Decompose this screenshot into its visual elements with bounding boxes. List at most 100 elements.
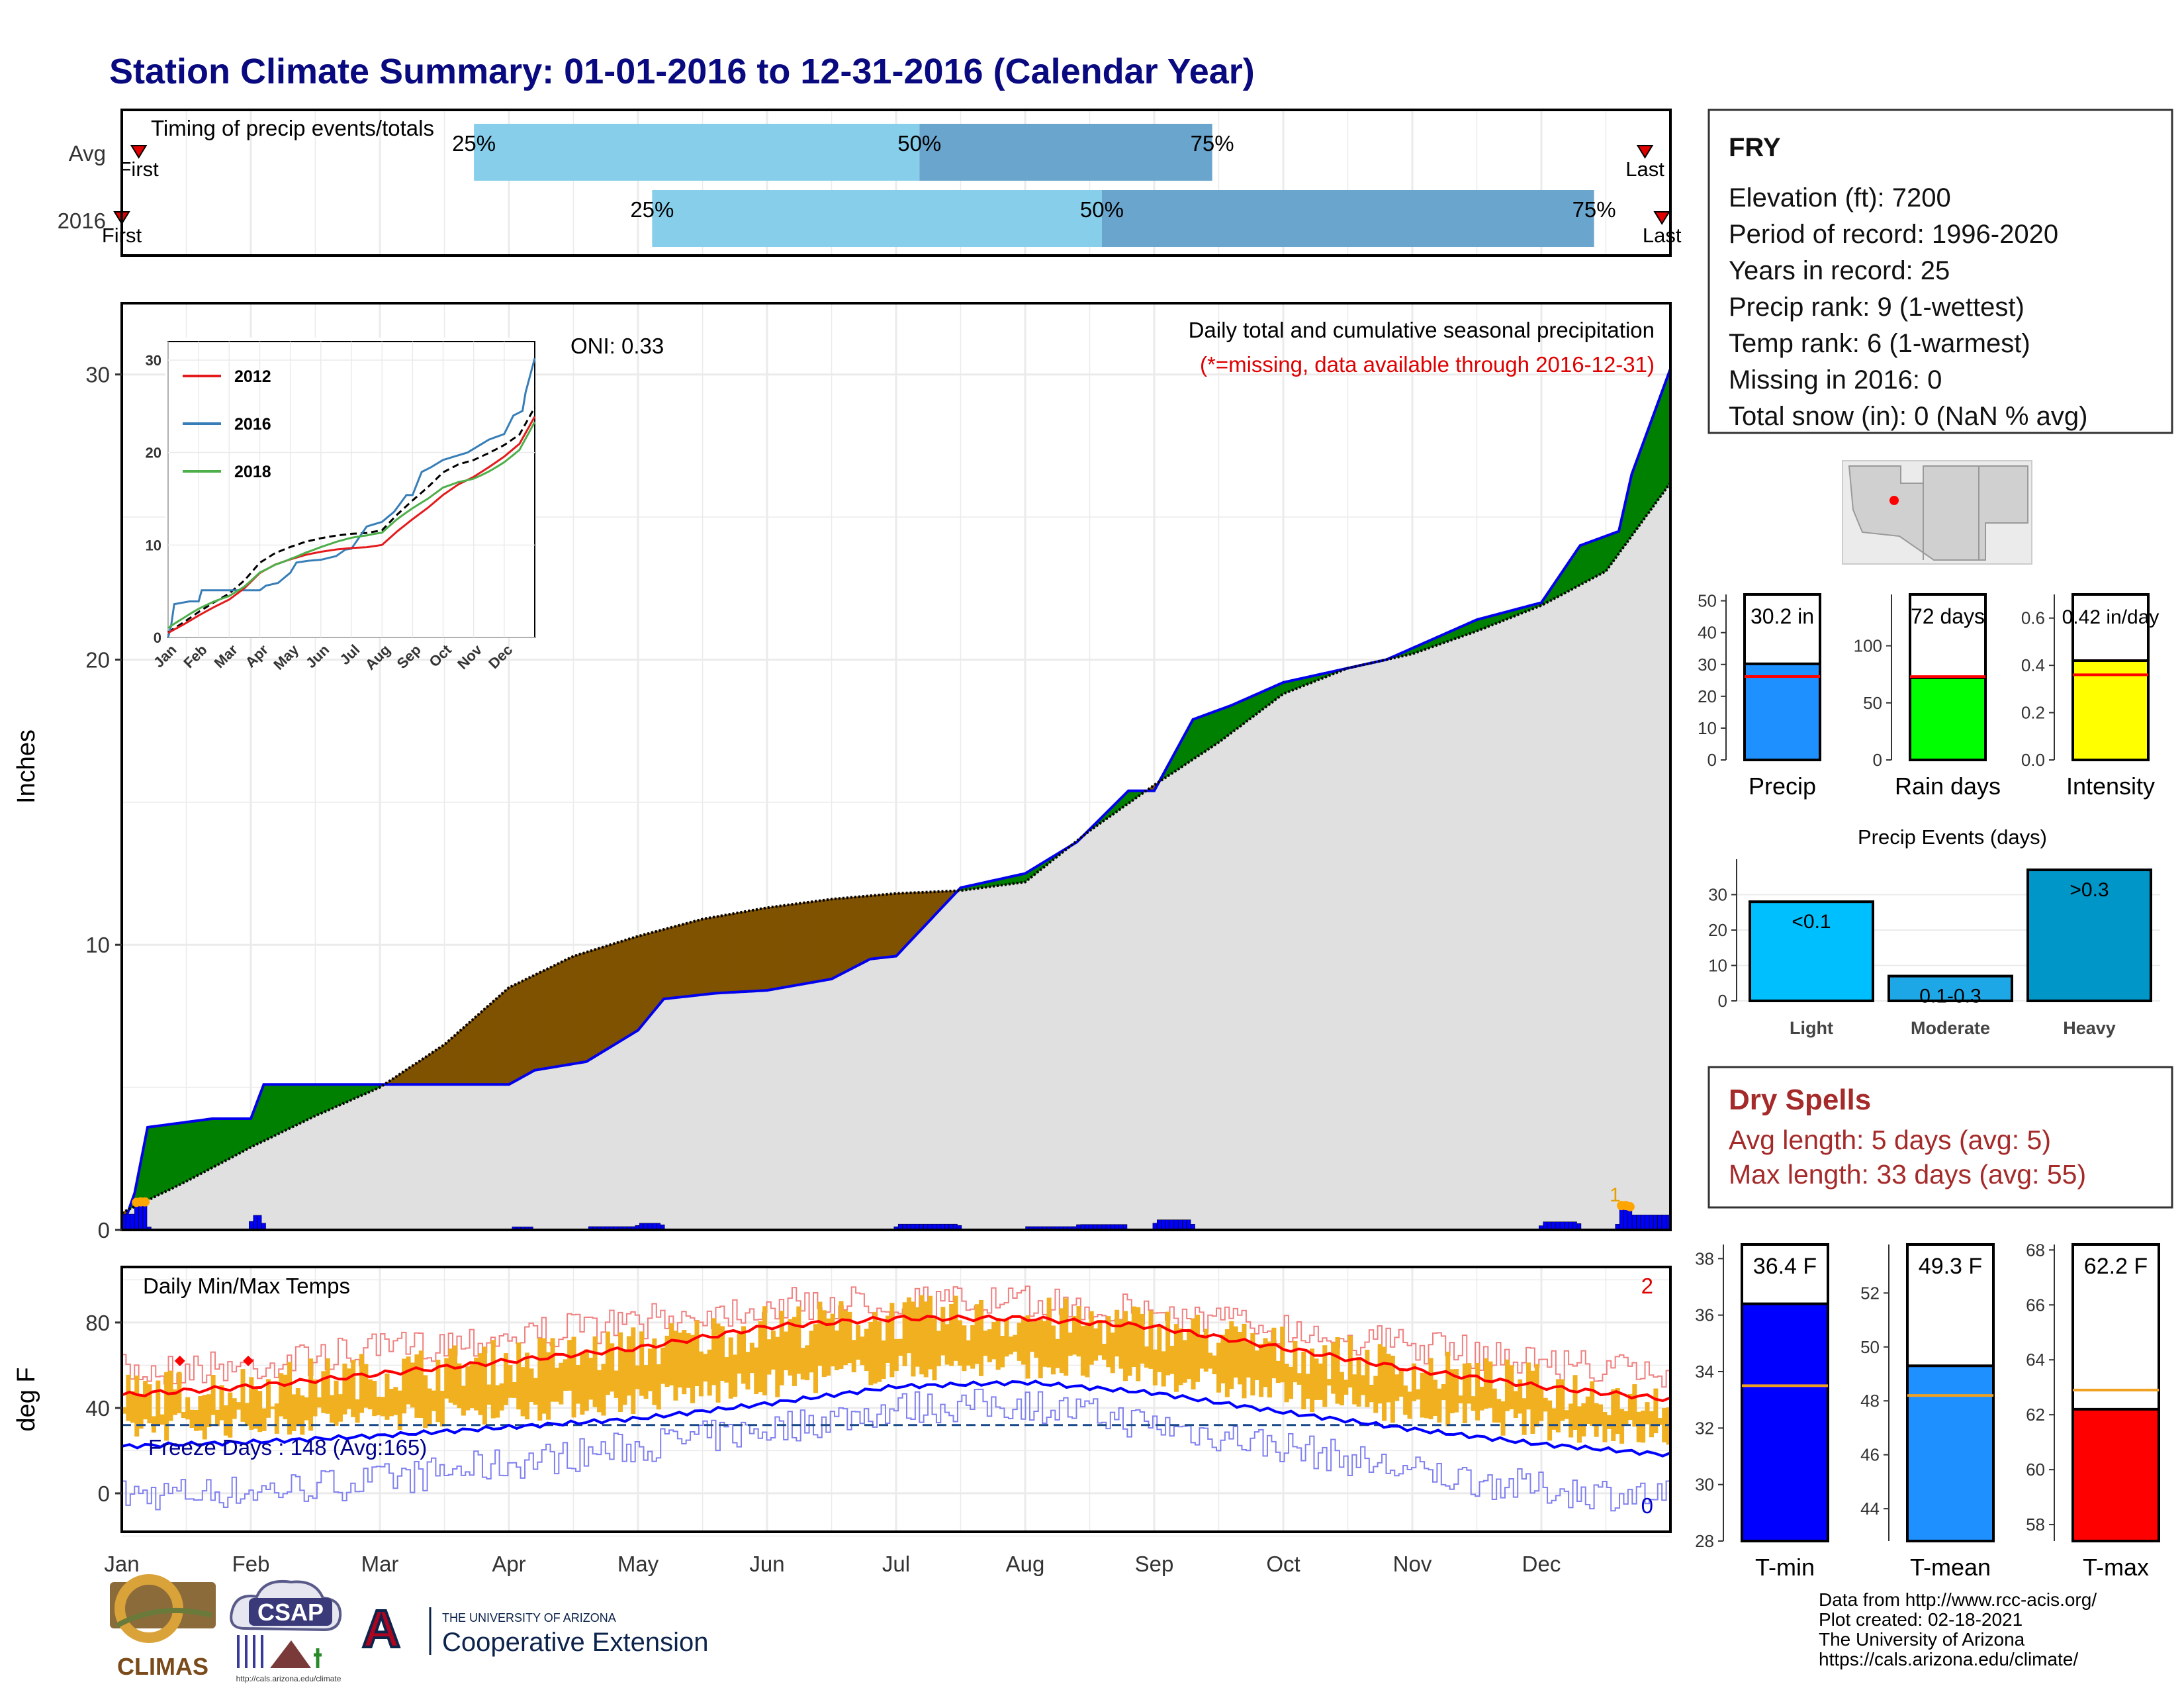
below-average-area — [400, 1071, 404, 1085]
daily-temp-range-bar — [1229, 1321, 1234, 1389]
timing-pct-label: 75% — [1572, 197, 1616, 222]
below-average-area — [519, 980, 522, 1080]
daily-temp-range-bar — [813, 1324, 818, 1393]
below-average-area — [522, 979, 525, 1078]
below-average-area — [498, 994, 502, 1085]
daily-precip-bar — [1568, 1221, 1573, 1230]
below-average-area — [872, 894, 876, 959]
above-average-area — [155, 1125, 159, 1197]
daily-temp-range-bar — [418, 1350, 424, 1419]
daily-temp-range-bar — [1038, 1319, 1043, 1379]
summary-category-label: T-min — [1755, 1554, 1815, 1581]
daily-temp-range-bar — [635, 1365, 640, 1389]
summary-tick-label: 30 — [1698, 655, 1717, 675]
below-average-area — [764, 907, 768, 991]
daily-temp-range-bar — [1606, 1415, 1612, 1429]
below-average-area — [531, 974, 535, 1072]
daily-temp-range-bar — [694, 1320, 700, 1387]
daily-temp-range-bar — [244, 1403, 250, 1426]
dry-spells-box: Dry Spells Avg length: 5 days (avg: 5) M… — [1707, 1066, 2173, 1209]
daily-precip-bar — [1165, 1219, 1170, 1230]
daily-precip-bar — [1161, 1219, 1165, 1230]
daily-temp-range-bar — [1224, 1329, 1230, 1397]
inset-legend-label-2012: 2012 — [234, 367, 271, 386]
daily-temp-range-bar — [872, 1311, 878, 1384]
daily-temp-range-bar — [1449, 1369, 1455, 1414]
above-average-area — [315, 1084, 318, 1117]
below-average-area — [715, 915, 719, 994]
daily-temp-range-bar — [1369, 1384, 1374, 1403]
daily-temp-range-bar — [1326, 1379, 1332, 1386]
daily-temp-range-bar — [1140, 1313, 1145, 1364]
station-info-line: Total snow (in): 0 (NaN % avg) — [1729, 402, 2087, 431]
daily-temp-range-bar — [490, 1340, 496, 1419]
below-average-area — [549, 965, 553, 1068]
station-location-dot — [1889, 496, 1899, 505]
record-min-count: 0 — [1641, 1493, 1653, 1518]
daily-temp-range-bar — [1390, 1355, 1395, 1423]
daily-temp-range-bar — [1110, 1333, 1115, 1374]
daily-temp-range-bar — [202, 1395, 207, 1440]
below-average-area — [614, 942, 618, 1045]
daily-temp-range-bar — [983, 1331, 988, 1356]
station-name: FRY — [1729, 133, 1781, 162]
above-average-area — [1574, 548, 1578, 588]
daily-temp-range-bar — [652, 1338, 657, 1405]
above-average-area — [312, 1084, 316, 1118]
below-average-area — [780, 905, 783, 989]
daily-temp-range-bar — [388, 1389, 394, 1417]
below-average-area — [534, 973, 538, 1071]
daily-temp-range-bar — [805, 1345, 810, 1381]
daily-temp-range-bar — [1441, 1384, 1446, 1401]
below-average-area — [539, 970, 543, 1070]
daily-temp-range-bar — [228, 1392, 233, 1438]
above-average-area — [320, 1084, 324, 1115]
below-average-area — [859, 896, 863, 965]
daily-temp-range-bar — [1042, 1321, 1048, 1367]
daily-precip-bar — [1034, 1226, 1038, 1230]
daily-temp-range-bar — [898, 1338, 903, 1356]
above-average-area — [279, 1084, 283, 1135]
daily-temp-range-bar — [1522, 1398, 1527, 1435]
above-average-area — [1639, 445, 1643, 527]
missing-data-note: (*=missing, data available through 2016-… — [1200, 352, 1655, 377]
daily-temp-range-bar — [397, 1390, 402, 1430]
above-average-area — [304, 1084, 308, 1122]
daily-temp-range-bar — [1122, 1311, 1128, 1382]
daily-temp-range-bar — [1365, 1349, 1370, 1407]
above-average-area — [235, 1118, 238, 1156]
daily-precip-bar — [1085, 1224, 1089, 1230]
daily-temp-range-bar — [707, 1349, 712, 1396]
daily-temp-range-bar — [1318, 1363, 1323, 1400]
daily-precip-bar — [626, 1226, 631, 1230]
below-average-area — [596, 947, 600, 1056]
daily-temp-range-bar — [1526, 1362, 1531, 1410]
daily-precip-bar — [1114, 1224, 1119, 1230]
below-average-area — [815, 900, 819, 982]
daily-temp-range-bar — [1475, 1363, 1480, 1421]
daily-temp-range-bar — [198, 1395, 203, 1430]
above-average-area — [181, 1122, 185, 1185]
events-bar-label: 0.1-0.3 — [1919, 986, 1981, 1008]
above-average-area — [1584, 542, 1588, 583]
daily-temp-range-bar — [363, 1364, 369, 1408]
daily-temp-range-bar — [588, 1358, 594, 1400]
below-average-area — [462, 1025, 466, 1085]
below-average-area — [503, 989, 507, 1085]
climas-logo: CLIMAS — [110, 1574, 216, 1680]
daily-temp-range-bar — [792, 1317, 797, 1386]
daily-temp-range-bar — [1555, 1379, 1561, 1432]
daily-temp-range-bar — [1301, 1351, 1306, 1410]
summary-tick-label: 0.6 — [2021, 608, 2045, 628]
below-average-area — [730, 913, 734, 993]
below-average-area — [681, 923, 685, 998]
below-average-area — [929, 891, 933, 921]
below-average-area — [823, 899, 827, 981]
below-average-area — [651, 931, 654, 1016]
daily-temp-range-bar — [406, 1356, 411, 1405]
below-average-area — [903, 892, 907, 949]
below-average-area — [761, 908, 765, 992]
month-label-mar: Mar — [361, 1552, 399, 1576]
month-label-may: May — [617, 1552, 659, 1576]
daily-precip-bar — [1118, 1224, 1123, 1230]
